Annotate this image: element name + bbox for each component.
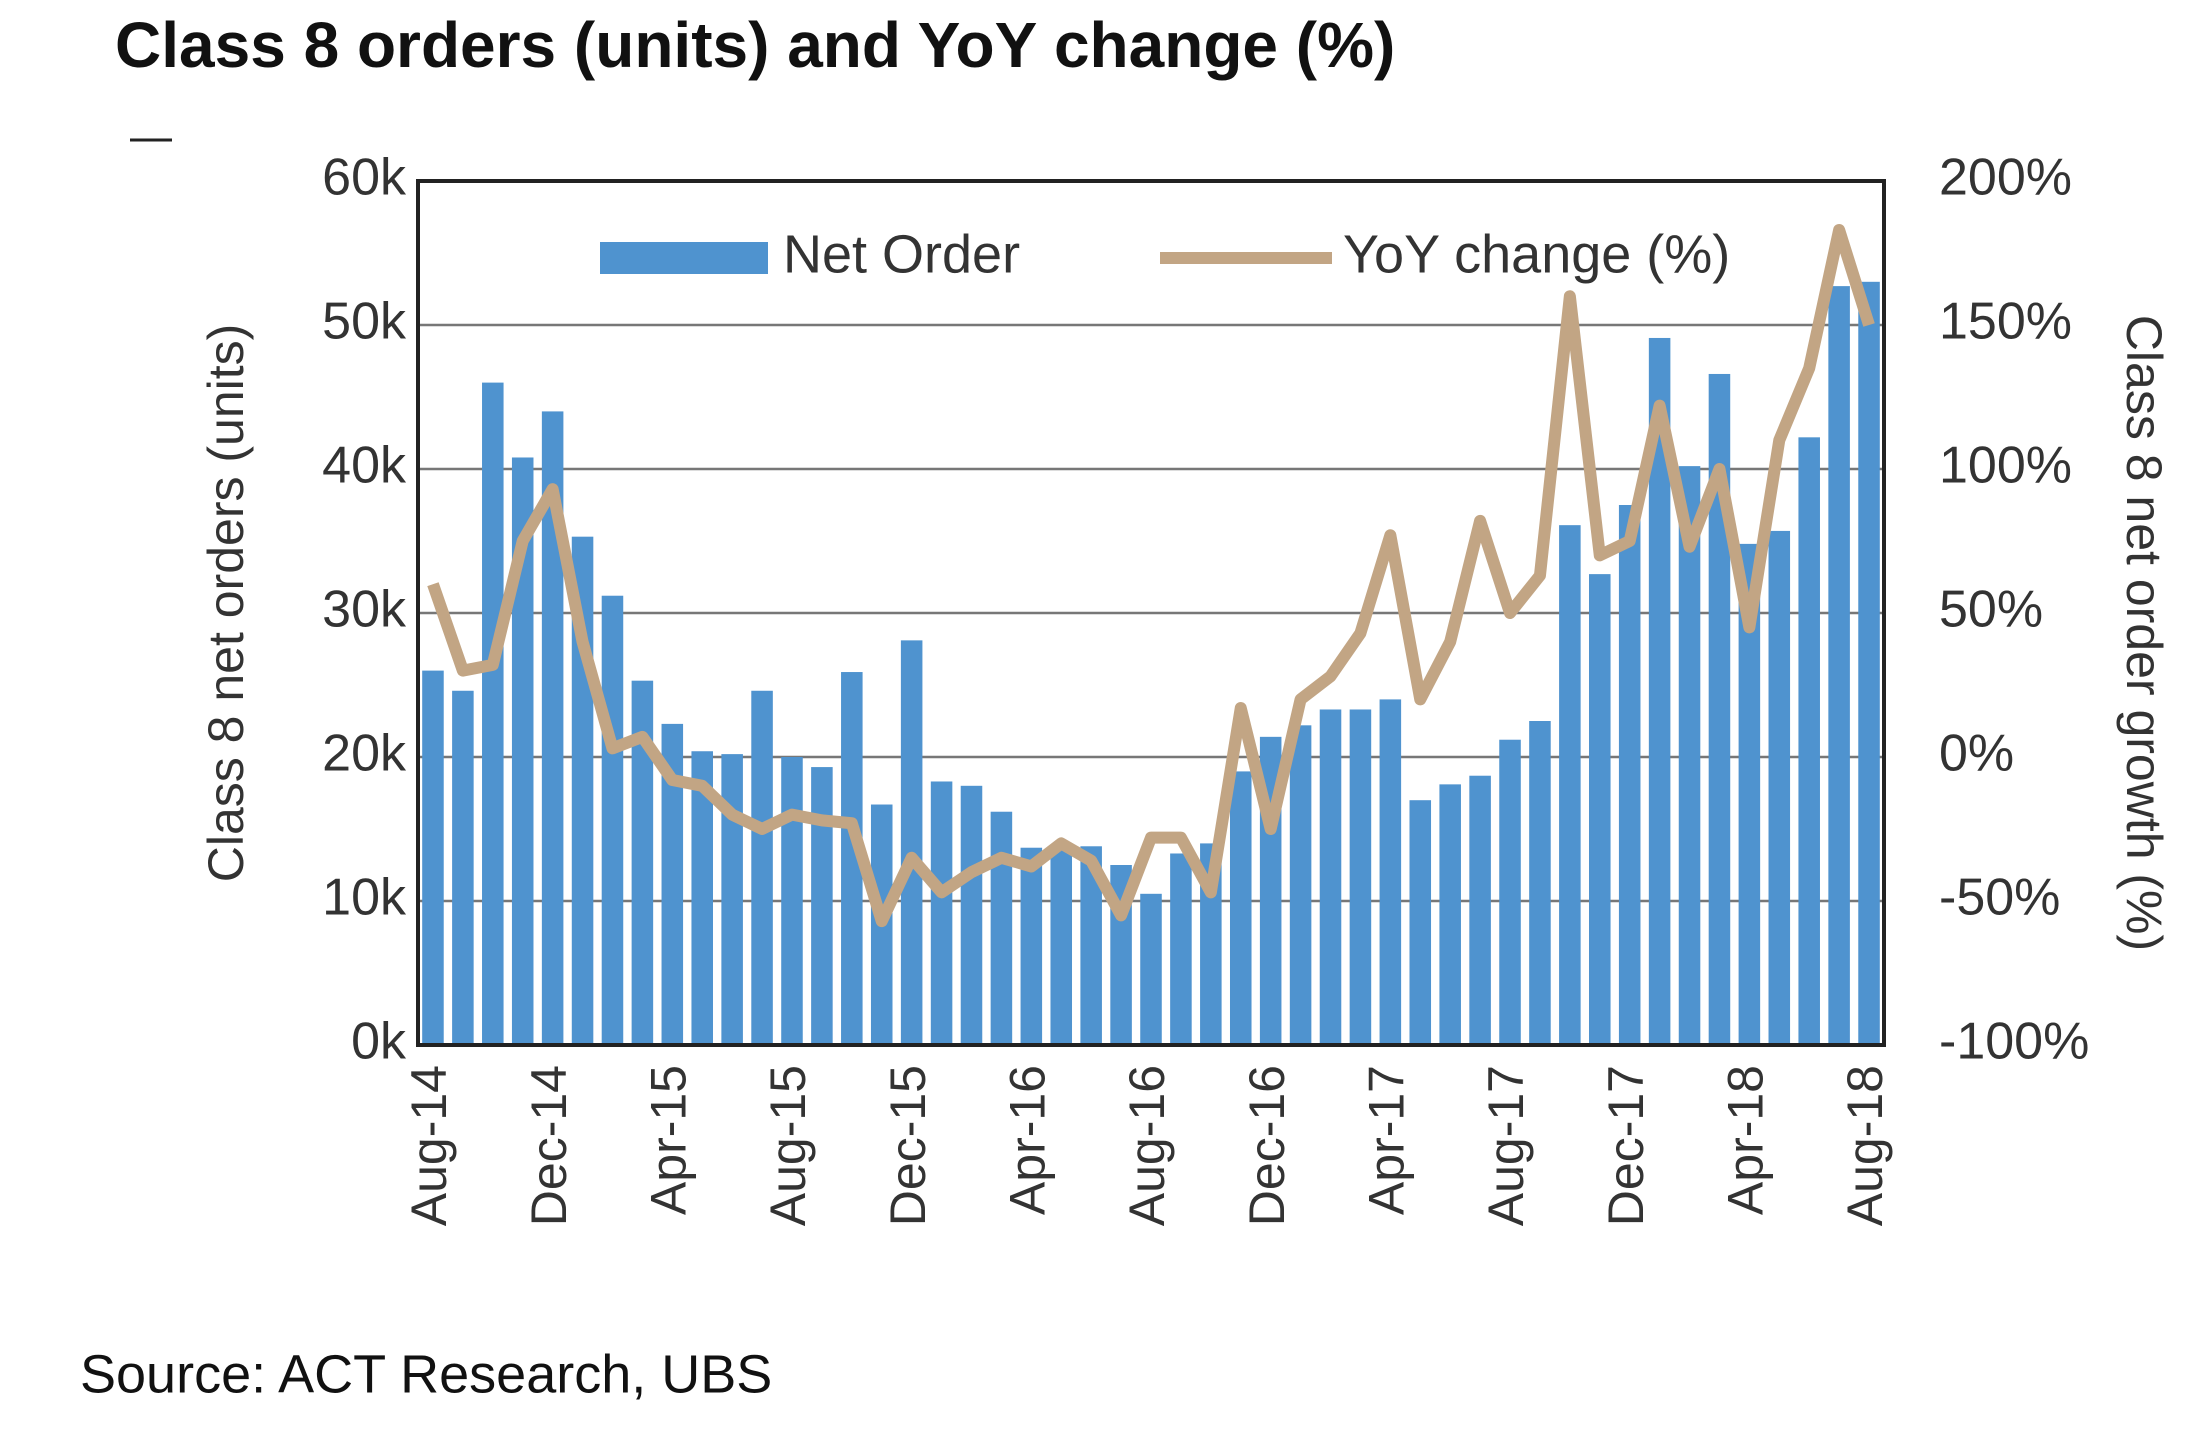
bar: [930, 781, 953, 1045]
y2-tick-label: 0%: [1939, 725, 2014, 783]
bar: [1140, 893, 1162, 1045]
y-axis-label: Class 8 net orders (units): [198, 324, 254, 883]
y-tick-label: 60k: [322, 149, 407, 207]
x-tick-label: Aug-17: [1478, 1065, 1534, 1226]
x-tick-label: Apr-18: [1718, 1065, 1774, 1215]
bar: [1798, 437, 1820, 1045]
bar: [1080, 846, 1102, 1045]
bar: [1648, 337, 1671, 1046]
bar: [1439, 784, 1461, 1045]
legend-label: Net Order: [783, 224, 1020, 284]
y-tick-label: 40k: [322, 437, 407, 495]
y2-tick-label: -50%: [1939, 869, 2060, 927]
y-tick-label: 0k: [351, 1013, 407, 1071]
bar: [1289, 725, 1312, 1045]
y2-axis-label: Class 8 net order growth (%): [2116, 315, 2172, 951]
bar: [1738, 543, 1761, 1045]
y2-tick-label: 50%: [1939, 581, 2043, 639]
source: Source: ACT Research, UBS: [80, 1344, 772, 1404]
bar: [511, 457, 534, 1046]
bar: [601, 595, 624, 1045]
bar: [541, 411, 564, 1045]
bar: [1020, 847, 1043, 1045]
bar: [1559, 525, 1581, 1045]
bar: [1768, 530, 1791, 1045]
bar: [811, 767, 833, 1045]
bar: [781, 757, 803, 1045]
bar: [1858, 281, 1880, 1045]
bar: [1319, 709, 1342, 1045]
bar: [1409, 800, 1432, 1045]
bar: [452, 690, 474, 1045]
x-tick-label: Apr-16: [1000, 1065, 1056, 1215]
x-tick-label: Apr-15: [641, 1065, 697, 1215]
x-tick-label: Dec-14: [521, 1065, 577, 1226]
bar: [1618, 505, 1641, 1045]
bar: [721, 754, 743, 1045]
plot-border: [416, 179, 1886, 1047]
bar: [1529, 721, 1551, 1045]
bar: [990, 811, 1013, 1045]
bar: [841, 672, 863, 1045]
bar: [1170, 853, 1192, 1045]
bar: [691, 751, 713, 1045]
bar: [1229, 771, 1252, 1045]
legend-label: YoY change (%): [1343, 224, 1730, 284]
y-tick-label: 10k: [322, 869, 407, 927]
y-tick-label: 50k: [322, 293, 407, 351]
line: [427, 223, 1875, 928]
x-tick-label: Aug-16: [1119, 1065, 1175, 1226]
bar: [661, 723, 684, 1045]
bar: [1469, 775, 1491, 1045]
bar: [900, 640, 923, 1045]
y-tick-label: 30k: [322, 581, 407, 639]
bar: [1828, 286, 1850, 1045]
x-tick-label: Aug-15: [760, 1065, 816, 1226]
x-tick-label: Aug-14: [401, 1065, 457, 1226]
bar: [960, 785, 983, 1045]
x-tick-label: Dec-15: [880, 1065, 936, 1226]
bar: [422, 670, 444, 1045]
bar: [1708, 373, 1731, 1046]
x-tick-label: Aug-18: [1837, 1065, 1893, 1226]
x-tick-label: Dec-17: [1598, 1065, 1654, 1226]
legend-swatch: [600, 242, 768, 274]
bar: [1499, 739, 1521, 1045]
bar: [631, 680, 654, 1045]
bar: [482, 382, 504, 1046]
bar: [1678, 466, 1701, 1045]
x-tick-label: Apr-17: [1359, 1065, 1415, 1215]
y2-tick-label: 150%: [1939, 293, 2072, 351]
bar: [1589, 574, 1611, 1045]
bar: [1050, 849, 1073, 1045]
bar: [1349, 709, 1372, 1045]
y2-tick-label: 100%: [1939, 437, 2072, 495]
bar: [751, 690, 773, 1045]
x-tick-label: Dec-16: [1239, 1065, 1295, 1226]
y-tick-label: 20k: [322, 725, 407, 783]
chart-title: Class 8 orders (units) and YoY change (%…: [115, 9, 1395, 81]
y2-tick-label: 200%: [1939, 149, 2072, 207]
y2-tick-label: -100%: [1939, 1013, 2089, 1071]
bar: [1379, 699, 1402, 1045]
